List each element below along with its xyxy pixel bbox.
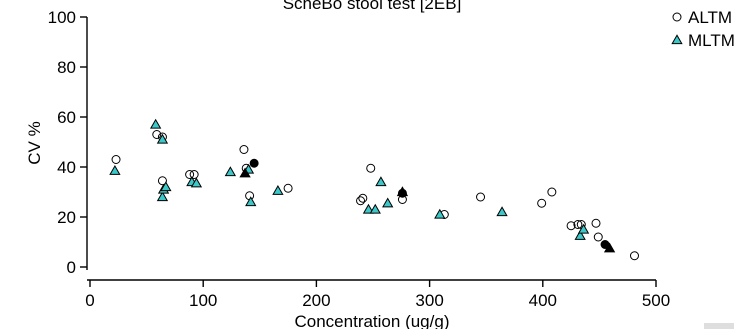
x-axis-label: Concentration (ug/g) (295, 312, 450, 329)
circle-open-point (573, 220, 583, 229)
circle-open-point (366, 163, 376, 173)
chart-title: ScheBo stool test [2EB] (283, 0, 462, 13)
y-tick-label: 20 (57, 208, 76, 227)
data-points (109, 118, 639, 261)
triangle-cyan-point (156, 133, 169, 144)
triangle-cyan-point (577, 223, 590, 234)
x-axis-ticks: 0 100 200 300 400 500 (85, 280, 670, 310)
legend: ALTM MLTM (671, 8, 735, 50)
watermark-logo (704, 323, 734, 329)
x-tick-label: 0 (85, 291, 94, 310)
triangle-cyan-point (434, 208, 446, 219)
legend-marker (671, 34, 683, 45)
triangle-filled-point (396, 186, 409, 197)
y-tick-label: 40 (57, 158, 76, 177)
y-axis-ticks: 0 20 40 60 80 100 (48, 8, 87, 277)
y-tick-label: 80 (57, 58, 76, 77)
triangle-cyan-point (382, 197, 394, 208)
circle-open-point (358, 193, 368, 203)
triangle-filled-point (239, 167, 251, 178)
circle-open-point (157, 176, 167, 186)
triangle-cyan-point (156, 191, 169, 202)
triangle-cyan-point (245, 196, 257, 207)
circle-open-point (591, 218, 601, 228)
circle-open-point (283, 183, 293, 193)
x-tick-label: 100 (189, 291, 217, 310)
y-tick-label: 60 (57, 108, 76, 127)
circle-open-point (111, 155, 121, 164)
triangle-cyan-point (375, 176, 387, 187)
axes (86, 17, 656, 281)
x-tick-label: 400 (529, 291, 557, 310)
triangle-cyan-point (224, 166, 237, 177)
triangle-cyan-point (369, 203, 381, 214)
legend-marker (672, 12, 682, 22)
y-axis-label: CV % (25, 121, 44, 164)
y-tick-label: 100 (48, 8, 76, 27)
x-tick-label: 500 (642, 291, 670, 310)
circle-open-point (566, 221, 576, 231)
circle-open-point (537, 198, 547, 208)
circle-open-point (239, 145, 249, 154)
circle-open-point (356, 196, 366, 206)
circle-open-point (593, 232, 603, 242)
legend-label: ALTM (688, 8, 732, 27)
circle-open-point (476, 192, 486, 202)
circle-open-point (629, 251, 639, 261)
x-tick-label: 300 (415, 291, 443, 310)
triangle-cyan-point (496, 206, 508, 217)
triangle-cyan-point (190, 177, 203, 188)
triangle-cyan-point (109, 164, 121, 175)
triangle-filled-point (603, 242, 616, 253)
circle-open-point (189, 170, 199, 179)
triangle-cyan-point (160, 181, 172, 192)
triangle-cyan-point (362, 203, 375, 214)
y-tick-label: 0 (67, 258, 76, 277)
triangle-cyan-point (574, 229, 586, 240)
triangle-cyan-point (272, 184, 284, 195)
circle-filled-point (249, 158, 259, 168)
circle-open-point (547, 187, 557, 197)
triangle-cyan-point (149, 118, 162, 129)
x-tick-label: 200 (302, 291, 330, 310)
legend-label: MLTM (688, 31, 735, 50)
circle-open-point (185, 170, 195, 179)
circle-open-point (152, 130, 162, 139)
